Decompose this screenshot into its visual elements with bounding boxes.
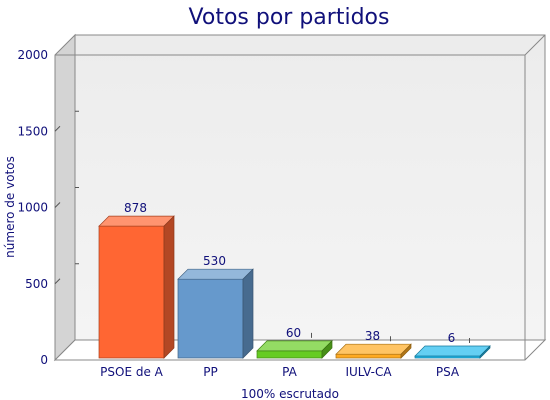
bar-pp [177, 268, 254, 359]
bar-top [256, 340, 333, 352]
x-tick-label: PP [203, 365, 217, 379]
bar-side [163, 215, 175, 359]
x-tick-label: PSA [436, 365, 460, 379]
y-ticks: 0 500 1000 1500 2000 [17, 48, 79, 367]
x-tick-label: IULV-CA [345, 365, 392, 379]
bar-front [98, 225, 165, 359]
bar-pa [256, 340, 333, 359]
bar-front [335, 353, 402, 359]
x-axis-label: 100% escrutado [241, 387, 339, 400]
bar-side [242, 268, 254, 359]
y-tick-mark [54, 278, 61, 285]
bar-top [414, 345, 491, 357]
bar-psa [414, 345, 491, 359]
bar-iulv-ca [335, 343, 412, 359]
bar-psoe-de-a [98, 215, 175, 359]
chart-title: Votos por partidos [189, 5, 390, 30]
bar-value-label: 38 [365, 329, 380, 343]
bar-value-label: 878 [124, 201, 147, 215]
bar-front [256, 350, 323, 359]
y-tick-label: 0 [40, 353, 48, 367]
bar-side [479, 345, 491, 359]
bar-side [321, 340, 333, 359]
x-tick-label: PA [282, 365, 297, 379]
bar-top [98, 215, 175, 227]
left-wall [54, 33, 76, 362]
y-tick-label: 1500 [17, 124, 48, 138]
bar-value-label: 530 [203, 254, 226, 268]
bar-side [400, 343, 412, 359]
bar-front [177, 278, 244, 359]
bars [98, 215, 491, 359]
y-tick-label: 500 [25, 277, 48, 291]
bar-value-label: 60 [286, 326, 301, 340]
y-tick-mark [54, 125, 61, 132]
bar-value-label: 6 [448, 331, 456, 345]
y-tick-label: 1000 [17, 201, 48, 215]
y-tick-label: 2000 [17, 48, 48, 62]
y-axis-label: número de votos [3, 156, 17, 258]
x-tick-label: PSOE de A [100, 365, 164, 379]
bar-top [335, 343, 412, 355]
y-tick-mark [54, 202, 61, 208]
bar-labels: 878 PSOE de A 530 PP 60 PA 38 IULV-CA 6 PSA [100, 201, 470, 379]
bar-top [177, 268, 254, 280]
